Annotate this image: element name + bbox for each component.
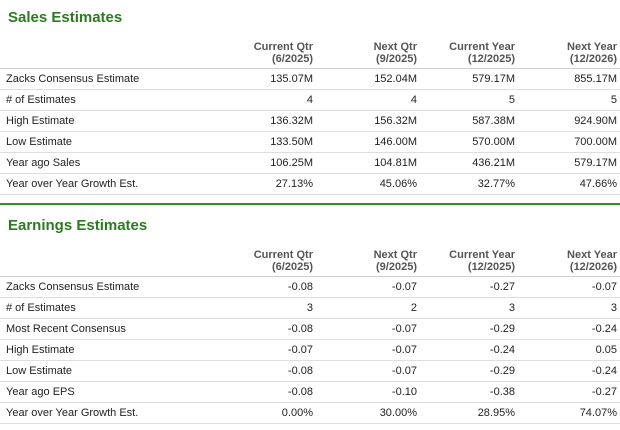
table-header-row: Current Qtr (6/2025) Next Qtr (9/2025) Cur… xyxy=(0,244,620,277)
table-cell: -0.24 xyxy=(420,339,518,361)
table-cell: 579.17M xyxy=(518,152,620,174)
table-cell: -0.08 xyxy=(210,318,316,340)
table-cell: 28.95% xyxy=(420,402,518,424)
table-cell: -0.27 xyxy=(518,381,620,403)
table-cell: 106.25M xyxy=(210,152,316,174)
table-cell: -0.08 xyxy=(210,360,316,382)
header-current-year: Current Year (12/2025) xyxy=(420,36,518,69)
table-cell: 5 xyxy=(518,89,620,111)
table-cell: 570.00M xyxy=(420,131,518,153)
table-cell: 4 xyxy=(210,89,316,111)
row-label: Year ago Sales xyxy=(0,152,210,174)
row-label: High Estimate xyxy=(0,339,210,361)
table-cell: 27.13% xyxy=(210,173,316,195)
row-label: Low Estimate xyxy=(0,131,210,153)
table-cell: -0.07 xyxy=(316,360,420,382)
table-cell: -0.07 xyxy=(316,339,420,361)
section-divider xyxy=(0,203,620,205)
table-cell: 30.00% xyxy=(316,402,420,424)
header-next-year: Next Year (12/2026) xyxy=(518,244,620,277)
table-cell: 436.21M xyxy=(420,152,518,174)
table-cell: 0.05 xyxy=(518,339,620,361)
table-row: Low Estimate -0.08 -0.07 -0.29 -0.24 xyxy=(0,360,620,382)
header-next-year: Next Year (12/2026) xyxy=(518,36,620,69)
table-cell: -0.29 xyxy=(420,318,518,340)
header-current-year: Current Year (12/2025) xyxy=(420,244,518,277)
table-cell: -0.38 xyxy=(420,381,518,403)
table-cell: 3 xyxy=(420,297,518,319)
header-next-qtr: Next Qtr (9/2025) xyxy=(316,36,420,69)
row-label: Year over Year Growth Est. xyxy=(0,173,210,195)
earnings-estimates-table: Current Qtr (6/2025) Next Qtr (9/2025) Cur… xyxy=(0,244,620,424)
table-cell: 32.77% xyxy=(420,173,518,195)
table-cell: 45.06% xyxy=(316,173,420,195)
table-cell: 136.32M xyxy=(210,110,316,132)
table-cell: -0.08 xyxy=(210,276,316,298)
table-cell: 146.00M xyxy=(316,131,420,153)
table-cell: 133.50M xyxy=(210,131,316,153)
row-label: Year over Year Growth Est. xyxy=(0,402,210,424)
table-cell: -0.10 xyxy=(316,381,420,403)
table-row: # of Estimates 4 4 5 5 xyxy=(0,89,620,111)
row-label: # of Estimates xyxy=(0,89,210,111)
table-header-row: Current Qtr (6/2025) Next Qtr (9/2025) Cur… xyxy=(0,36,620,69)
earnings-estimates-title: Earnings Estimates xyxy=(8,217,148,234)
table-row: Year over Year Growth Est. 27.13% 45.06%… xyxy=(0,173,620,195)
row-label: High Estimate xyxy=(0,110,210,132)
table-row: Most Recent Consensus -0.08 -0.07 -0.29 … xyxy=(0,318,620,340)
table-cell: -0.24 xyxy=(518,318,620,340)
table-cell: 855.17M xyxy=(518,68,620,90)
sales-estimates-title: Sales Estimates xyxy=(8,9,123,26)
table-cell: 47.66% xyxy=(518,173,620,195)
table-cell: 4 xyxy=(316,89,420,111)
earnings-estimates-section: Earnings Estimates Current Qtr (6/2025) N… xyxy=(0,217,620,424)
table-cell: -0.07 xyxy=(316,318,420,340)
table-cell: 156.32M xyxy=(316,110,420,132)
table-cell: 700.00M xyxy=(518,131,620,153)
table-cell: 74.07% xyxy=(518,402,620,424)
table-cell: 579.17M xyxy=(420,68,518,90)
table-row: Year ago EPS -0.08 -0.10 -0.38 -0.27 xyxy=(0,381,620,403)
table-row: Zacks Consensus Estimate 135.07M 152.04M… xyxy=(0,68,620,90)
row-label: Zacks Consensus Estimate xyxy=(0,276,210,298)
header-current-qtr: Current Qtr (6/2025) xyxy=(210,36,316,69)
table-cell: -0.08 xyxy=(210,381,316,403)
table-row: Low Estimate 133.50M 146.00M 570.00M 700… xyxy=(0,131,620,153)
table-row: Year over Year Growth Est. 0.00% 30.00% … xyxy=(0,402,620,424)
header-current-qtr: Current Qtr (6/2025) xyxy=(210,244,316,277)
table-cell: 135.07M xyxy=(210,68,316,90)
table-cell: 2 xyxy=(316,297,420,319)
table-row: Zacks Consensus Estimate -0.08 -0.07 -0.… xyxy=(0,276,620,298)
table-row: High Estimate -0.07 -0.07 -0.24 0.05 xyxy=(0,339,620,361)
header-blank xyxy=(0,244,210,277)
table-row: High Estimate 136.32M 156.32M 587.38M 92… xyxy=(0,110,620,132)
header-next-qtr: Next Qtr (9/2025) xyxy=(316,244,420,277)
table-cell: 3 xyxy=(210,297,316,319)
table-row: Year ago Sales 106.25M 104.81M 436.21M 5… xyxy=(0,152,620,174)
row-label: Zacks Consensus Estimate xyxy=(0,68,210,90)
sales-estimates-table: Current Qtr (6/2025) Next Qtr (9/2025) Cur… xyxy=(0,36,620,195)
table-cell: 0.00% xyxy=(210,402,316,424)
table-cell: -0.24 xyxy=(518,360,620,382)
row-label: # of Estimates xyxy=(0,297,210,319)
row-label: Low Estimate xyxy=(0,360,210,382)
table-cell: 3 xyxy=(518,297,620,319)
table-cell: 152.04M xyxy=(316,68,420,90)
table-cell: -0.07 xyxy=(518,276,620,298)
table-cell: 924.90M xyxy=(518,110,620,132)
table-cell: -0.27 xyxy=(420,276,518,298)
row-label: Year ago EPS xyxy=(0,381,210,403)
table-row: # of Estimates 3 2 3 3 xyxy=(0,297,620,319)
table-cell: -0.07 xyxy=(316,276,420,298)
header-blank xyxy=(0,36,210,69)
table-cell: -0.29 xyxy=(420,360,518,382)
row-label: Most Recent Consensus xyxy=(0,318,210,340)
sales-estimates-section: Sales Estimates Current Qtr (6/2025) Next… xyxy=(0,0,620,201)
table-cell: 5 xyxy=(420,89,518,111)
table-cell: 104.81M xyxy=(316,152,420,174)
table-cell: -0.07 xyxy=(210,339,316,361)
table-cell: 587.38M xyxy=(420,110,518,132)
